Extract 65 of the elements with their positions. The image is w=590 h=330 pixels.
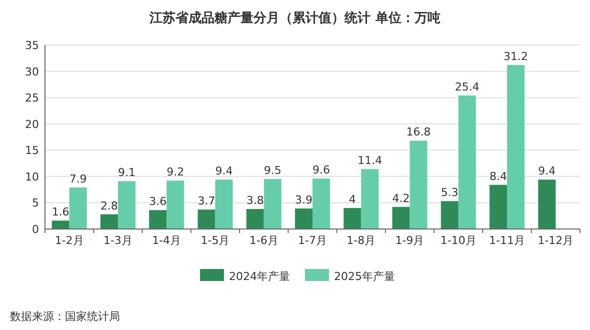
bar (410, 140, 428, 229)
data-label: 1.6 (52, 206, 70, 219)
bar (440, 201, 458, 229)
y-tick-label: 30 (25, 65, 39, 78)
x-tick-label: 1-7月 (298, 234, 327, 247)
x-tick-label: 1-3月 (103, 234, 132, 247)
bar (294, 208, 312, 229)
x-tick-label: 1-12月 (538, 234, 574, 247)
data-label: 3.8 (246, 194, 264, 208)
bar (507, 64, 525, 229)
y-tick-label: 10 (25, 170, 39, 184)
bar (490, 184, 508, 229)
x-tick-label: 1-4月 (152, 234, 182, 247)
bar (149, 210, 167, 229)
data-label: 25.4 (454, 80, 480, 94)
bar (538, 180, 556, 229)
x-tick-label: 1-6月 (249, 234, 278, 247)
bar (69, 187, 87, 229)
bar (344, 208, 362, 229)
bar (52, 220, 70, 229)
data-label: 9.6 (312, 164, 330, 177)
y-tick-label: 5 (32, 196, 39, 210)
bar (100, 214, 118, 229)
y-tick-label: 25 (25, 92, 39, 105)
x-tick-label: 1-8月 (346, 234, 376, 247)
data-label: 9.1 (118, 166, 136, 180)
data-label: 16.8 (406, 126, 431, 139)
data-label: 31.2 (504, 50, 528, 63)
legend-label: 2024年产量 (229, 270, 290, 283)
bar (198, 210, 216, 229)
data-label: 3.6 (149, 195, 167, 208)
bar (166, 180, 184, 229)
bar (215, 180, 233, 229)
data-label: 3.7 (198, 194, 216, 208)
source-note: 数据来源：国家统计局 (10, 310, 120, 323)
data-label: 8.4 (490, 170, 508, 183)
data-label: 4.2 (392, 192, 410, 205)
bar (118, 181, 136, 229)
y-tick-label: 35 (25, 39, 39, 52)
x-tick-label: 1-9月 (395, 234, 424, 247)
x-tick-label: 1-5月 (200, 234, 230, 247)
data-label: 4 (348, 192, 356, 206)
data-label: 9.2 (166, 166, 184, 179)
bar (361, 169, 379, 229)
data-label: 7.9 (69, 172, 87, 186)
y-tick-label: 0 (32, 223, 39, 236)
legend-label: 2025年产量 (334, 270, 395, 283)
data-label: 5.3 (440, 186, 458, 200)
x-tick-label: 1-2月 (54, 234, 84, 247)
data-label: 2.8 (100, 199, 118, 212)
data-label: 9.4 (538, 164, 556, 178)
bar (246, 209, 264, 229)
y-tick-label: 15 (25, 144, 39, 158)
chart-title: 江苏省成品糖产量分月（累计值）统计 单位：万吨 (148, 10, 440, 26)
bar (264, 179, 282, 229)
bar (458, 95, 476, 229)
y-tick-label: 20 (25, 118, 39, 131)
data-label: 3.9 (294, 193, 312, 206)
bar (392, 206, 410, 229)
data-label: 11.4 (358, 154, 382, 168)
x-tick-label: 1-10月 (440, 234, 476, 247)
data-label: 9.5 (264, 164, 282, 178)
bar (312, 178, 330, 229)
data-label: 9.4 (215, 164, 233, 178)
x-tick-label: 1-11月 (489, 234, 526, 247)
